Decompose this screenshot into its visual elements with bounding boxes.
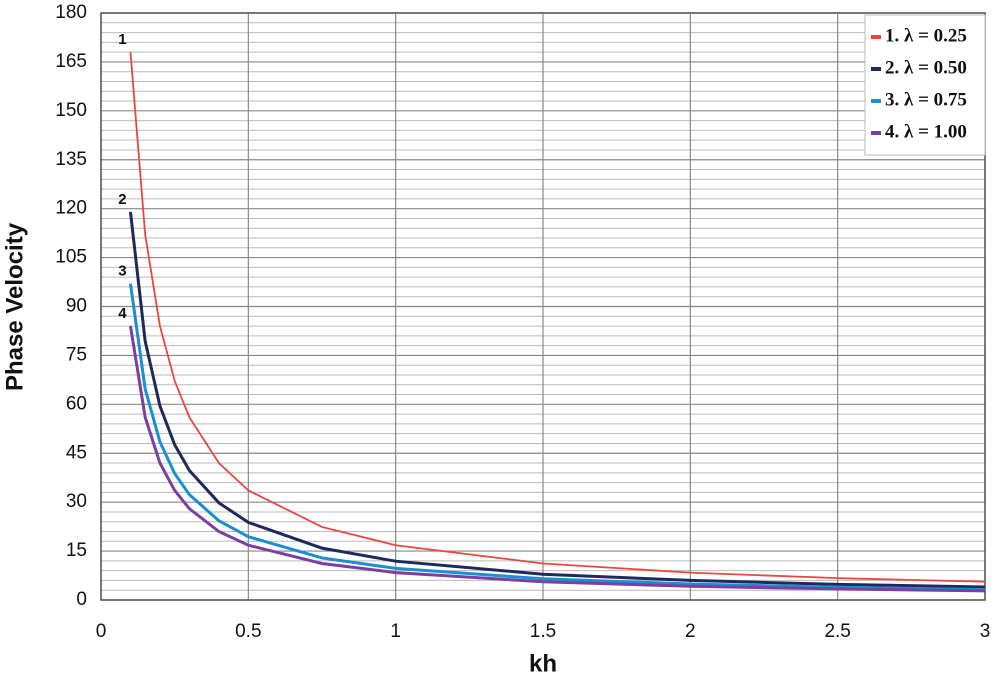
series-line	[128, 283, 986, 592]
y-tick-label: 105	[55, 247, 87, 268]
x-tick-label: 1	[390, 621, 401, 642]
x-axis-title: kh	[529, 650, 557, 677]
legend-label: 1. λ = 0.25	[885, 25, 967, 46]
y-tick-label: 165	[55, 51, 87, 72]
x-tick-label: 0	[96, 621, 107, 642]
legend-box	[864, 14, 986, 156]
y-tick-label: 90	[66, 296, 87, 317]
y-axis-title: Phase Velocity	[1, 222, 28, 391]
x-tick-label: 2	[685, 621, 696, 642]
curve-label: 4	[118, 305, 127, 322]
y-tick-label: 180	[55, 2, 87, 23]
x-tick-label: 1.5	[530, 621, 556, 642]
x-tick-label: 3	[980, 621, 991, 642]
y-tick-label: 30	[66, 491, 87, 512]
y-tick-label: 135	[55, 149, 87, 170]
legend-label: 2. λ = 0.50	[885, 57, 967, 78]
y-tick-label: 15	[66, 540, 87, 561]
y-tick-label: 150	[55, 100, 87, 121]
series-line	[129, 52, 986, 583]
x-tick-label: 0.5	[235, 621, 261, 642]
curve-label: 3	[118, 263, 126, 280]
curve-label: 2	[118, 191, 126, 208]
curve-label: 1	[118, 31, 126, 48]
x-tick-label: 2.5	[824, 621, 850, 642]
series-line	[128, 211, 986, 589]
y-tick-label: 60	[66, 393, 87, 414]
y-tick-label: 45	[66, 442, 87, 463]
legend-label: 4. λ = 1.00	[885, 121, 967, 142]
plot-frame	[100, 12, 986, 601]
legend-label: 3. λ = 0.75	[885, 89, 967, 110]
series-line	[128, 325, 986, 593]
y-tick-label: 120	[55, 198, 87, 219]
y-tick-label: 0	[76, 589, 87, 610]
y-tick-label: 75	[66, 344, 87, 365]
